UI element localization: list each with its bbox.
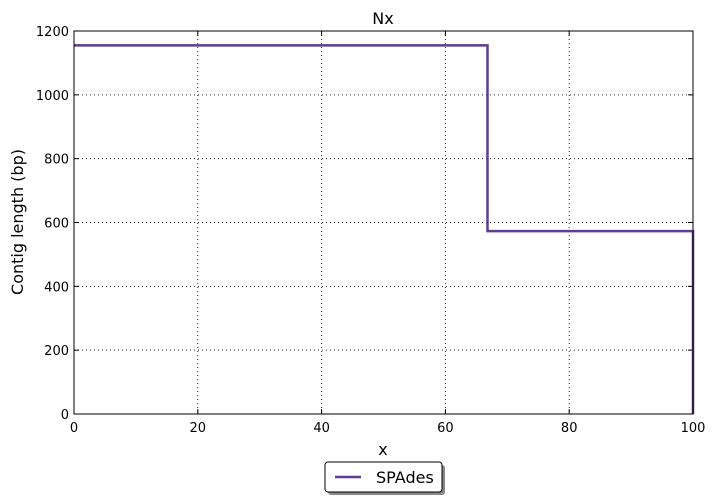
- legend: SPAdes: [324, 461, 445, 495]
- legend-box: [324, 461, 443, 493]
- series-line-spades: [74, 44, 695, 414]
- y-tick-label: 200: [44, 344, 69, 359]
- y-tick-label: 600: [44, 217, 69, 232]
- x-tick-label: 0: [70, 421, 78, 436]
- x-tick-label: 20: [190, 421, 207, 436]
- y-axis-label: Contig length (bp): [8, 149, 27, 295]
- grid-lines: [74, 31, 693, 414]
- chart-title: Nx: [372, 9, 393, 28]
- y-tick-label: 400: [44, 280, 69, 295]
- x-tick-label: 100: [681, 421, 706, 436]
- y-tick-label: 1200: [36, 25, 69, 40]
- x-tick-label: 80: [561, 421, 578, 436]
- x-tick-label: 40: [313, 421, 330, 436]
- y-tick-label: 1000: [36, 89, 69, 104]
- legend-label-spades: SPAdes: [376, 468, 434, 487]
- x-axis-label: x: [378, 440, 387, 459]
- plot-frame: [73, 30, 694, 415]
- y-tick-label: 800: [44, 153, 69, 168]
- x-tick-label: 60: [437, 421, 454, 436]
- series-layer: [74, 44, 695, 414]
- y-tick-label: 0: [61, 408, 69, 423]
